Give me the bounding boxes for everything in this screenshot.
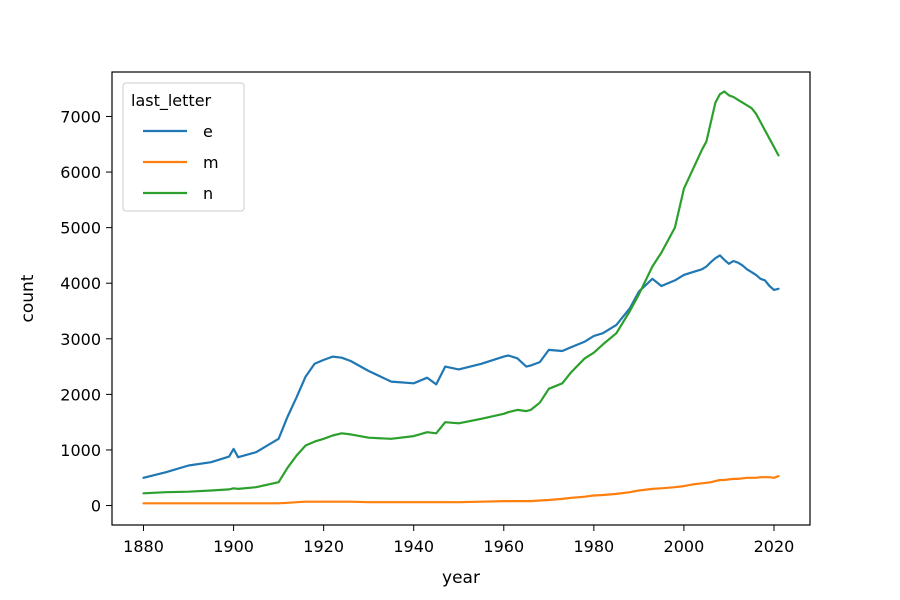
legend-entries: emn [143, 122, 219, 203]
legend-title: last_letter [131, 91, 212, 111]
x-axis-label: year [442, 568, 480, 588]
x-tick-label: 1880 [123, 537, 164, 556]
x-tick-label: 1960 [483, 537, 524, 556]
y-tick-label: 3000 [60, 330, 101, 349]
x-tick-label: 1980 [573, 537, 614, 556]
x-tick-label: 1940 [393, 537, 434, 556]
series-line-e [142, 254, 780, 479]
series-line-n [142, 90, 780, 495]
x-tick-label: 1900 [213, 537, 254, 556]
y-axis-label: count [18, 274, 38, 322]
y-tick-label: 1000 [60, 441, 101, 460]
legend-label-e: e [203, 122, 213, 141]
y-axis-ticks: 0 1000 2000 3000 4000 5000 6000 7000 [60, 107, 112, 516]
y-tick-label: 0 [91, 497, 101, 516]
legend-label-n: n [203, 184, 213, 203]
series-line-m [142, 475, 780, 505]
axes-frame [111, 71, 811, 526]
x-axis-ticks: 1880 1900 1920 1940 1960 1980 2000 2020 [123, 525, 794, 556]
x-tick-label: 2000 [664, 537, 705, 556]
legend-label-m: m [203, 153, 219, 172]
y-tick-label: 2000 [60, 385, 101, 404]
y-tick-label: 5000 [60, 219, 101, 238]
y-tick-label: 6000 [60, 163, 101, 182]
legend: last_letter emn [122, 82, 245, 212]
y-tick-label: 4000 [60, 274, 101, 293]
series-layer [142, 90, 780, 505]
y-tick-label: 7000 [60, 107, 101, 126]
x-tick-label: 1920 [303, 537, 344, 556]
x-tick-label: 2020 [754, 537, 795, 556]
legend-box [122, 82, 245, 212]
